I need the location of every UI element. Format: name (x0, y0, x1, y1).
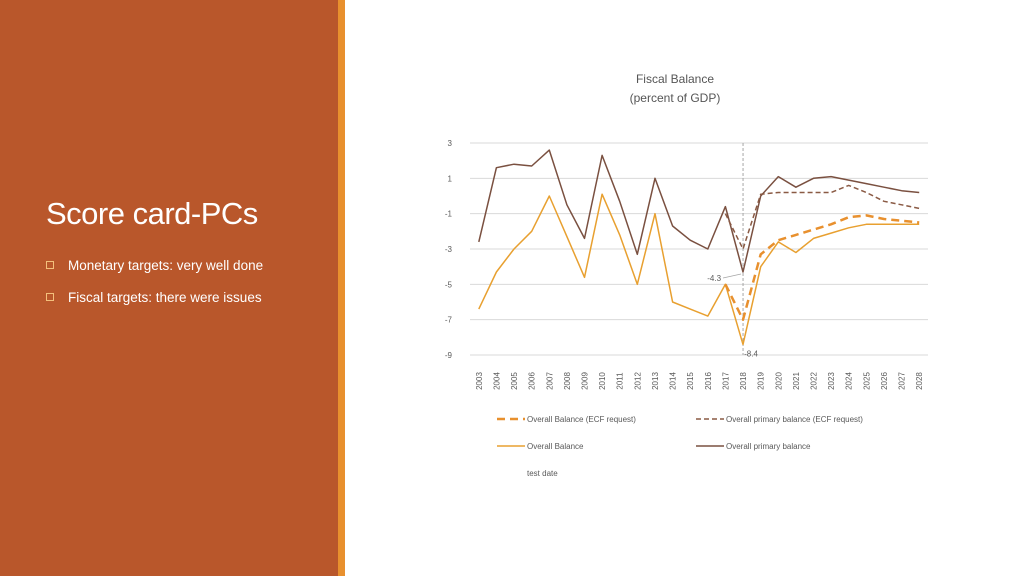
axis-ticks: 3 1 -1 -3 -5 -7 -9 2003 2004 2005 2006 2007 2008 2009… (445, 139, 924, 390)
legend-extra-text: test date (527, 469, 558, 478)
bullet-text: Fiscal targets: there were issues (68, 289, 262, 305)
x-tick-label: 2012 (633, 372, 642, 390)
chart-subtitle: (percent of GDP) (630, 91, 721, 105)
legend-label: Overall Balance (ECF request) (527, 415, 636, 424)
x-tick-label: 2026 (880, 372, 889, 390)
bullet-item-monetary: Monetary targets: very well done (46, 249, 263, 281)
square-bullet-icon (46, 293, 54, 301)
x-tick-label: 2008 (563, 372, 572, 390)
x-tick-label: 2024 (845, 372, 854, 390)
annotation-label: -4.3 (707, 274, 721, 283)
x-tick-label: 2011 (616, 372, 625, 390)
bullet-list: Monetary targets: very well done Fiscal … (46, 249, 263, 313)
x-tick-label: 2023 (827, 372, 836, 390)
x-tick-label: 2009 (581, 372, 590, 390)
y-tick-label: -9 (445, 351, 453, 360)
x-tick-label: 2003 (475, 372, 484, 390)
x-tick-label: 2014 (669, 372, 678, 390)
x-tick-label: 2019 (757, 372, 766, 390)
legend-label: Overall primary balance (726, 442, 811, 451)
x-tick-label: 2013 (651, 372, 660, 390)
x-tick-label: 2027 (898, 372, 907, 390)
x-tick-label: 2006 (528, 372, 537, 390)
y-tick-label: -1 (445, 210, 453, 219)
slide-title: Score card-PCs (46, 196, 258, 231)
square-bullet-icon (46, 261, 54, 269)
x-tick-label: 2018 (739, 372, 748, 390)
accent-bar (338, 0, 345, 576)
x-tick-label: 2010 (598, 372, 607, 390)
x-tick-label: 2025 (862, 372, 871, 390)
y-tick-label: -5 (445, 280, 453, 289)
legend-label: Overall primary balance (ECF request) (726, 415, 863, 424)
y-tick-label: 1 (448, 174, 453, 183)
x-tick-label: 2016 (704, 372, 713, 390)
series-line (724, 214, 920, 321)
legend: Overall Balance (ECF request) Overall pri… (497, 415, 863, 478)
left-panel (0, 0, 338, 576)
x-tick-label: 2021 (792, 372, 801, 390)
x-tick-label: 2028 (915, 372, 924, 390)
series-line (478, 149, 920, 273)
series-line (478, 193, 920, 346)
y-tick-label: -7 (445, 316, 453, 325)
x-tick-label: 2007 (545, 372, 554, 390)
grid (470, 142, 928, 356)
annotation-label: -8.4 (744, 349, 758, 358)
series (478, 149, 920, 346)
bullet-item-fiscal: Fiscal targets: there were issues (46, 281, 263, 313)
series-line (724, 184, 920, 250)
x-tick-label: 2020 (774, 372, 783, 390)
x-tick-label: 2004 (492, 372, 501, 390)
x-tick-label: 2015 (686, 372, 695, 390)
x-tick-label: 2022 (810, 372, 819, 390)
chart-title: Fiscal Balance (636, 72, 714, 86)
annotation-leader (722, 273, 742, 279)
x-tick-label: 2005 (510, 372, 519, 390)
annotations: -4.3 -8.4 (707, 273, 758, 358)
x-tick-label: 2017 (721, 372, 730, 390)
bullet-text: Monetary targets: very well done (68, 257, 264, 273)
legend-label: Overall Balance (527, 442, 584, 451)
y-tick-label: -3 (445, 245, 453, 254)
fiscal-balance-chart: Fiscal Balance (percent of GDP) 3 1 -1 -3 -5… (445, 72, 928, 478)
y-tick-label: 3 (448, 139, 453, 148)
